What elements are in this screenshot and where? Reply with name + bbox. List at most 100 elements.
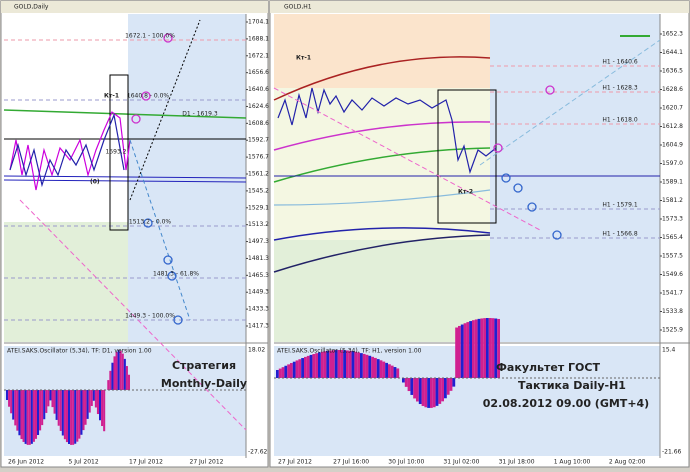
- price-label: 1636.5: [662, 68, 683, 75]
- osc-bar: [469, 321, 472, 378]
- price-label: 1565.4: [662, 234, 683, 241]
- osc-bar: [309, 354, 313, 378]
- level-label: 1672.1 - 100.0%: [125, 33, 175, 40]
- level-label: Кт-2: [458, 189, 473, 196]
- caption: Стратегия: [172, 359, 236, 372]
- osc-scale: -21.66: [662, 449, 682, 456]
- price-label: 1597.0: [662, 160, 683, 167]
- osc-bar: [72, 390, 75, 445]
- osc-bar: [30, 390, 33, 444]
- price-label: 1704.1: [248, 19, 269, 26]
- time-label: 17 Jul 2012: [129, 459, 163, 466]
- envelope: [273, 56, 491, 101]
- osc-bar: [472, 320, 475, 378]
- trend: [129, 19, 201, 201]
- osc-bar: [332, 350, 335, 378]
- title-bar: [270, 1, 689, 13]
- osc-bar: [497, 318, 500, 378]
- osc-bar: [86, 390, 89, 419]
- price-label: 1576.7: [248, 154, 269, 161]
- osc-title: ATEI.SAKS.Oscillator (5,34), TF: D1, ver…: [7, 348, 152, 355]
- price-label: 1624.6: [248, 103, 269, 110]
- time-label: 31 Jul 02:00: [443, 459, 479, 466]
- price-label: 1640.6: [248, 86, 269, 93]
- osc-bar: [14, 390, 17, 426]
- osc-bar: [295, 360, 299, 378]
- level-label: H1 - 1566.8: [602, 231, 637, 238]
- price-label: 1433.3: [248, 306, 269, 313]
- box: [437, 89, 497, 224]
- osc-bar: [292, 361, 296, 378]
- caption: Факультет ГОСТ: [496, 361, 600, 374]
- osc-bars: [6, 350, 130, 445]
- level-label: H1 - 1618.0: [602, 117, 637, 124]
- osc-bar: [446, 378, 450, 395]
- osc-bar: [357, 352, 360, 378]
- osc-bar: [55, 390, 58, 420]
- price-label: 1644.1: [662, 49, 683, 56]
- osc-bar: [63, 390, 66, 440]
- osc-bar: [416, 378, 419, 402]
- zone: [274, 88, 490, 240]
- osc-bar: [474, 319, 478, 378]
- osc-bar: [424, 378, 428, 408]
- price-label: 1417.3: [248, 323, 269, 330]
- time-label: 26 Jun 2012: [8, 459, 44, 466]
- osc-bar: [117, 350, 120, 390]
- level-label: 1640.8 - 0.0%: [127, 93, 170, 100]
- osc-bar: [51, 390, 54, 408]
- osc-bar: [362, 353, 366, 378]
- time-label: 27 Jul 16:00: [333, 459, 369, 466]
- osc-bar: [290, 363, 293, 378]
- osc-bar: [432, 378, 436, 408]
- osc-bar: [494, 318, 498, 378]
- price-label: 1481.3: [248, 255, 269, 262]
- level-label: D1 - 1619.3: [182, 111, 218, 118]
- osc-scale: 15.4: [662, 347, 676, 354]
- osc-bar: [477, 318, 481, 378]
- osc-bar: [94, 390, 97, 408]
- osc-bar: [43, 390, 46, 420]
- osc-bar: [28, 390, 31, 445]
- osc-bar: [34, 390, 37, 439]
- title-bar: [1, 1, 268, 13]
- osc-bar: [413, 378, 416, 399]
- osc-bars: [276, 318, 500, 408]
- osc-bar: [438, 378, 442, 404]
- osc-bar: [393, 367, 397, 378]
- caption: Тактика Daily-H1: [518, 379, 626, 392]
- osc-bar: [76, 390, 79, 442]
- envelope: [273, 189, 491, 206]
- price-label: 1628.6: [662, 86, 683, 93]
- osc-bar: [346, 350, 349, 378]
- osc-bar: [109, 370, 112, 390]
- price-label: 1545.2: [248, 187, 269, 194]
- osc-bar: [125, 366, 128, 390]
- envelope: [273, 121, 491, 151]
- osc-bar: [318, 352, 321, 378]
- osc-bar: [444, 378, 447, 399]
- level-label: H1 - 1640.6: [602, 59, 637, 66]
- osc-scale: 18.02: [248, 347, 265, 354]
- osc-bar: [107, 380, 110, 390]
- osc-bar: [329, 350, 332, 378]
- price-label: 1612.8: [662, 123, 683, 130]
- osc-bar: [111, 362, 114, 390]
- trend: [273, 87, 541, 231]
- osc-bar: [6, 390, 9, 400]
- window-title: GOLD,H1: [284, 4, 312, 11]
- osc-bar: [441, 378, 444, 402]
- osc-bar: [326, 350, 330, 378]
- price-label: 1688.1: [248, 35, 269, 42]
- osc-bar: [379, 360, 383, 378]
- osc-bar: [320, 351, 324, 378]
- price-label: 1513.2: [248, 221, 269, 228]
- osc-bar: [340, 350, 344, 378]
- osc-bar: [65, 390, 68, 443]
- osc-bar: [88, 390, 91, 413]
- price-label: 1549.6: [662, 271, 683, 278]
- osc-bar: [92, 390, 95, 401]
- osc-bar: [57, 390, 60, 426]
- osc-bar: [96, 390, 99, 415]
